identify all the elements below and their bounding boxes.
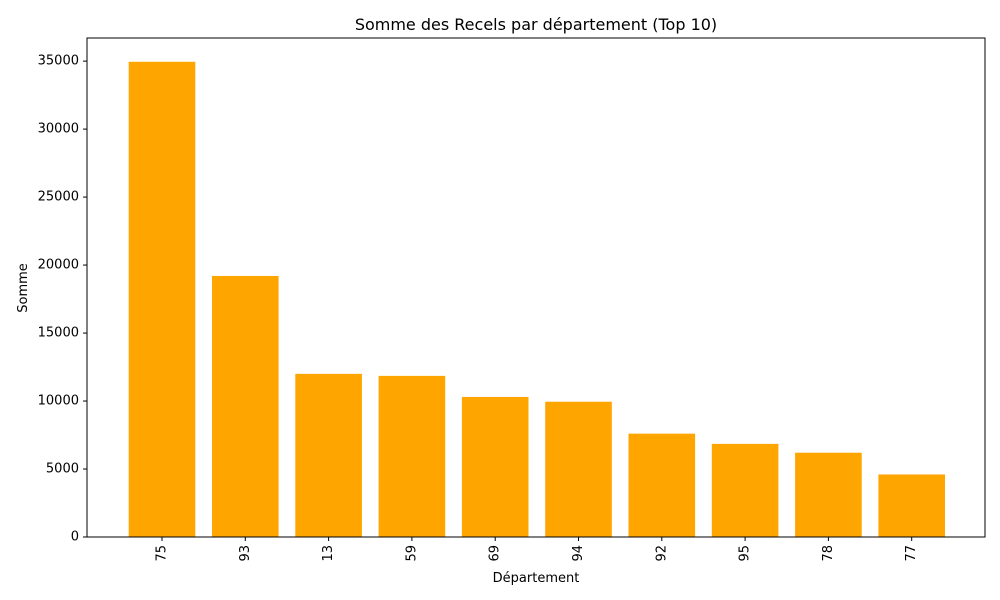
y-tick-label: 35000 bbox=[38, 54, 79, 69]
y-tick-label: 25000 bbox=[38, 190, 79, 205]
bars-group bbox=[128, 61, 945, 537]
y-tick-label: 15000 bbox=[38, 326, 79, 341]
bar-13 bbox=[295, 373, 362, 537]
y-tick-label: 20000 bbox=[38, 258, 79, 273]
bar-78 bbox=[795, 452, 862, 537]
x-tick-label: 75 bbox=[155, 545, 170, 562]
plot-frame bbox=[86, 37, 986, 538]
bar-92 bbox=[628, 433, 696, 537]
x-tick-label: 69 bbox=[488, 545, 503, 562]
y-axis-label: Somme bbox=[16, 263, 31, 313]
y-tick-label: 0 bbox=[71, 530, 79, 545]
x-axis-label: Département bbox=[493, 571, 580, 586]
bar-95 bbox=[711, 443, 779, 537]
x-tick-label: 95 bbox=[738, 545, 753, 562]
bar-93 bbox=[212, 275, 279, 537]
x-tick-label: 92 bbox=[654, 545, 669, 562]
x-tick-label: 94 bbox=[571, 545, 586, 562]
bar-75 bbox=[128, 61, 196, 537]
x-tick-label: 77 bbox=[904, 545, 919, 562]
bar-94 bbox=[545, 401, 612, 537]
x-tick-label: 59 bbox=[404, 545, 419, 562]
x-tick-label: 13 bbox=[321, 545, 336, 562]
y-tick-label: 10000 bbox=[38, 394, 79, 409]
bar-77 bbox=[878, 474, 945, 537]
x-axis: 75 93 13 59 69 94 92 95 78 77 bbox=[155, 537, 919, 562]
y-tick-label: 5000 bbox=[46, 462, 79, 477]
y-tick-label: 30000 bbox=[38, 122, 79, 137]
bar-69 bbox=[461, 396, 529, 537]
chart-title: Somme des Recels par département (Top 10… bbox=[355, 15, 717, 34]
bar-59 bbox=[378, 375, 446, 537]
x-tick-label: 78 bbox=[821, 545, 836, 562]
x-tick-label: 93 bbox=[238, 545, 253, 562]
y-axis: 0 5000 10000 15000 20000 25000 30000 35000 bbox=[38, 54, 87, 545]
